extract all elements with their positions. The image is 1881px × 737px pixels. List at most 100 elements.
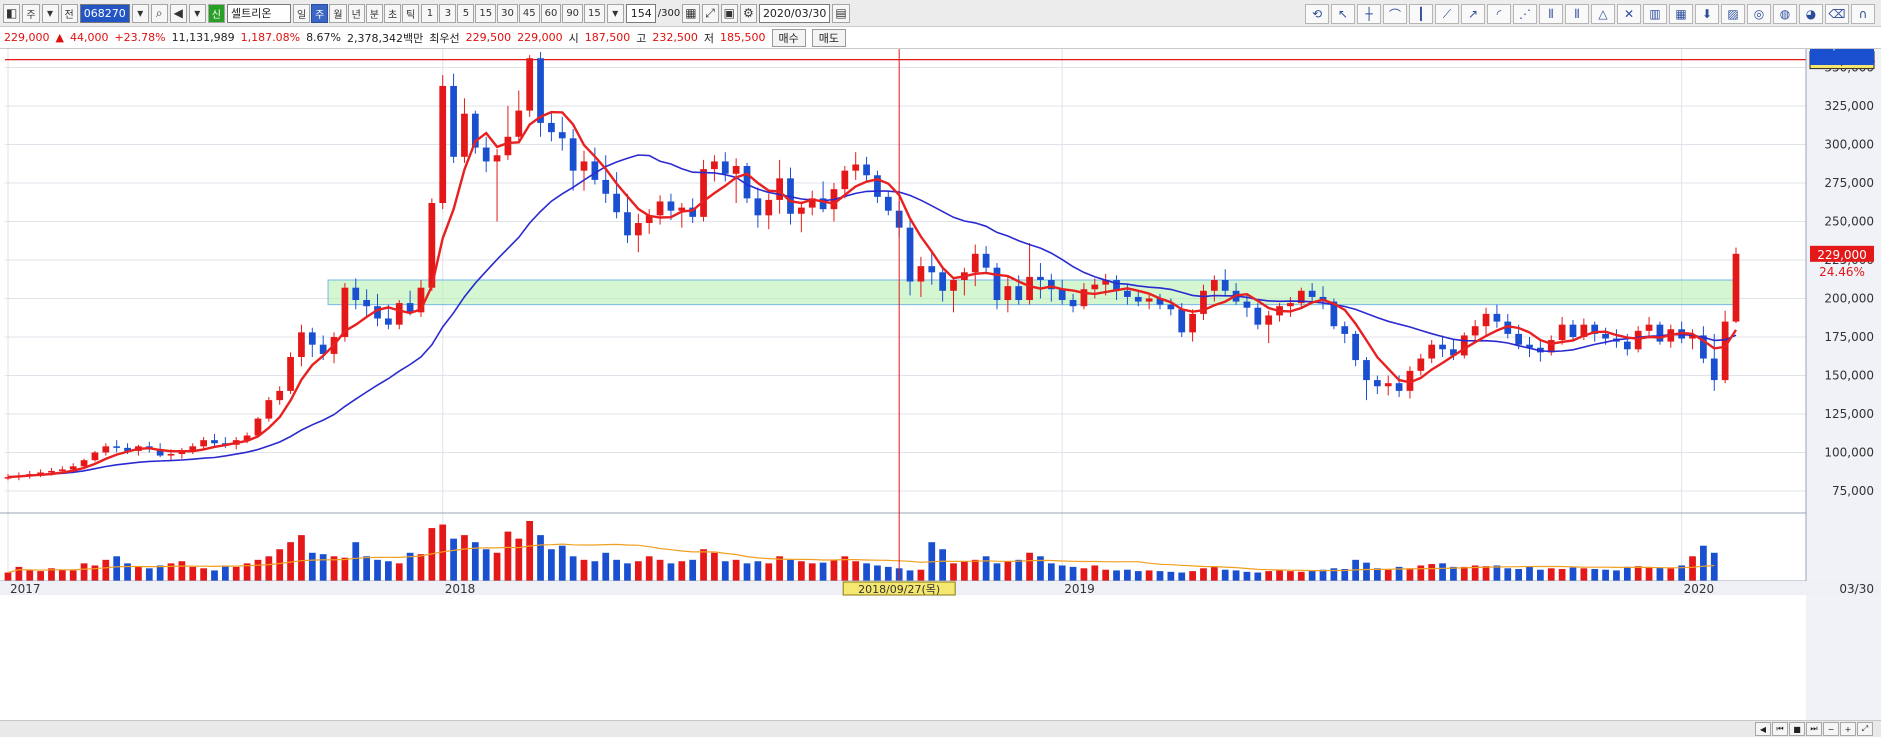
magnet-icon[interactable]: ∩ xyxy=(1851,4,1875,24)
cross-pattern-icon[interactable]: ✕ xyxy=(1617,4,1641,24)
period-tab-6[interactable]: 틱 xyxy=(402,3,420,23)
period-tab-5[interactable]: 초 xyxy=(383,3,402,23)
zoom-in-icon[interactable]: + xyxy=(1840,722,1856,736)
interval-tab-7[interactable]: 90 xyxy=(562,3,584,23)
arrow-icon[interactable]: ⬇ xyxy=(1695,4,1719,24)
gear-icon[interactable]: ⚙ xyxy=(739,3,757,23)
market-type[interactable]: 전 xyxy=(60,3,78,23)
candle-body-90 xyxy=(982,253,990,268)
volume-bar-49 xyxy=(537,535,544,581)
count-max: /300 xyxy=(657,7,681,19)
volume-bar-123 xyxy=(1341,569,1349,581)
volume-bar-111 xyxy=(1210,566,1218,581)
crosshair-icon[interactable]: ┼ xyxy=(1357,4,1381,24)
fan-icon[interactable]: ⋰ xyxy=(1513,4,1537,24)
zoom-icon[interactable]: ⤢ xyxy=(701,3,719,23)
interval-dropdown-icon[interactable]: ▾ xyxy=(606,3,624,23)
volume-bar-79 xyxy=(863,563,870,581)
stop-icon[interactable]: ■ xyxy=(1789,722,1805,736)
stock-code-input[interactable]: 068270 xyxy=(79,3,130,23)
scroll-left-icon[interactable]: ◀ xyxy=(1755,722,1771,736)
period-tab-0[interactable]: 일 xyxy=(292,3,311,23)
volume-bar-78 xyxy=(852,561,860,581)
angle-line-icon[interactable]: ⟋ xyxy=(1435,4,1459,24)
candle-body-32 xyxy=(352,287,360,301)
interval-tab-5[interactable]: 45 xyxy=(518,3,540,23)
interval-tab-0[interactable]: 1 xyxy=(421,3,439,23)
volume-bar-28 xyxy=(308,552,316,581)
market-tab[interactable]: 주 xyxy=(22,3,40,23)
chevron-down-icon[interactable]: ▾ xyxy=(41,3,59,23)
triangle-icon[interactable]: △ xyxy=(1591,4,1615,24)
candle-body-103 xyxy=(1124,290,1131,297)
candle-body-5 xyxy=(58,469,66,471)
cursor-icon[interactable]: ↖ xyxy=(1331,4,1355,24)
calendar-icon[interactable]: ▤ xyxy=(832,3,850,23)
year-label-2: 2019 xyxy=(1064,582,1095,596)
drawing-tools: ⟲ ↖ ┼ ⌒ ┃ ⟋ ↗ ◜ ⋰ ⫴ ⦀ △ ✕ ▥ ▦ ⬇ ▨ ◎ ◍ ◕ … xyxy=(1305,4,1875,24)
period-tab-3[interactable]: 년 xyxy=(347,3,365,23)
fibonacci-icon[interactable]: ⦀ xyxy=(1565,4,1589,24)
candle-body-111 xyxy=(1210,280,1218,291)
volume-bar-113 xyxy=(1232,570,1240,581)
interval-tab-3[interactable]: 15 xyxy=(475,3,497,23)
palette-icon[interactable]: ◕ xyxy=(1799,4,1823,24)
zoom-out-icon[interactable]: − xyxy=(1823,722,1839,736)
volume-pct-label: 69.80% xyxy=(1819,49,1865,52)
save-icon[interactable]: ▣ xyxy=(720,3,738,23)
volume-bar-10 xyxy=(113,556,121,581)
interval-tab-6[interactable]: 60 xyxy=(540,3,562,23)
volume-bar-140 xyxy=(1526,566,1533,581)
candle-body-132 xyxy=(1439,344,1446,350)
interval-tab-4[interactable]: 30 xyxy=(497,3,518,23)
candle-body-98 xyxy=(1069,300,1077,307)
buy-button[interactable]: 매수 xyxy=(771,28,806,47)
price-volume-chart[interactable]: 75,000 100,000 125,000 150,000 175,000 200,00… xyxy=(0,49,1881,720)
channel-icon[interactable]: ⫴ xyxy=(1539,4,1563,24)
grid-icon[interactable]: ▦ xyxy=(682,3,700,23)
count-input[interactable]: 154 xyxy=(625,3,656,23)
table-icon[interactable]: ▦ xyxy=(1669,4,1693,24)
first-icon[interactable]: ⏮ xyxy=(1772,722,1788,736)
volume-bar-142 xyxy=(1547,568,1555,581)
bars-icon[interactable]: ▥ xyxy=(1643,4,1667,24)
ray-icon[interactable]: ↗ xyxy=(1461,4,1485,24)
volume-bar-18 xyxy=(200,568,207,581)
ellipse-icon[interactable]: ◍ xyxy=(1773,4,1797,24)
fit-icon[interactable]: ⤢ xyxy=(1857,722,1873,736)
date-input[interactable]: 2020/03/30 xyxy=(758,3,831,23)
volume-bar-64 xyxy=(700,549,707,581)
interval-tab-8[interactable]: 15 xyxy=(584,3,605,23)
image-icon[interactable]: ▨ xyxy=(1721,4,1745,24)
vertical-line-icon[interactable]: ┃ xyxy=(1409,4,1433,24)
interval-tab-1[interactable]: 3 xyxy=(439,3,457,23)
eraser-icon[interactable]: ⌫ xyxy=(1825,4,1849,24)
last-icon[interactable]: ⏭ xyxy=(1806,722,1822,736)
code-dropdown-icon[interactable]: ▾ xyxy=(131,3,149,23)
volume-bar-95 xyxy=(1037,556,1044,581)
window-menu-icon[interactable]: ◧ xyxy=(3,3,21,23)
period-tab-4[interactable]: 분 xyxy=(365,3,383,23)
speaker-icon[interactable]: ◀ xyxy=(169,3,187,23)
period-tab-1[interactable]: 주 xyxy=(311,3,329,23)
candle-body-37 xyxy=(406,303,414,313)
circle-icon[interactable]: ◎ xyxy=(1747,4,1771,24)
trendline-icon[interactable]: ⌒ xyxy=(1383,4,1407,24)
volume-bar-130 xyxy=(1417,565,1425,581)
volume-bar-62 xyxy=(678,561,686,581)
arc-icon[interactable]: ◜ xyxy=(1487,4,1511,24)
search-icon[interactable]: ⌕ xyxy=(150,3,168,23)
candle-body-58 xyxy=(634,223,642,236)
chevron-down-icon[interactable]: ▾ xyxy=(188,3,206,23)
candle-body-6 xyxy=(69,466,77,470)
candle-body-115 xyxy=(1254,307,1262,325)
candle-body-100 xyxy=(1091,284,1099,290)
period-tab-2[interactable]: 월 xyxy=(329,3,347,23)
volume-bar-72 xyxy=(787,559,794,581)
sell-button[interactable]: 매도 xyxy=(811,28,846,47)
candle-body-14 xyxy=(156,449,164,456)
refresh-icon[interactable]: ⟲ xyxy=(1305,4,1329,24)
interval-tab-2[interactable]: 5 xyxy=(457,3,475,23)
moving-averages xyxy=(7,110,1738,479)
